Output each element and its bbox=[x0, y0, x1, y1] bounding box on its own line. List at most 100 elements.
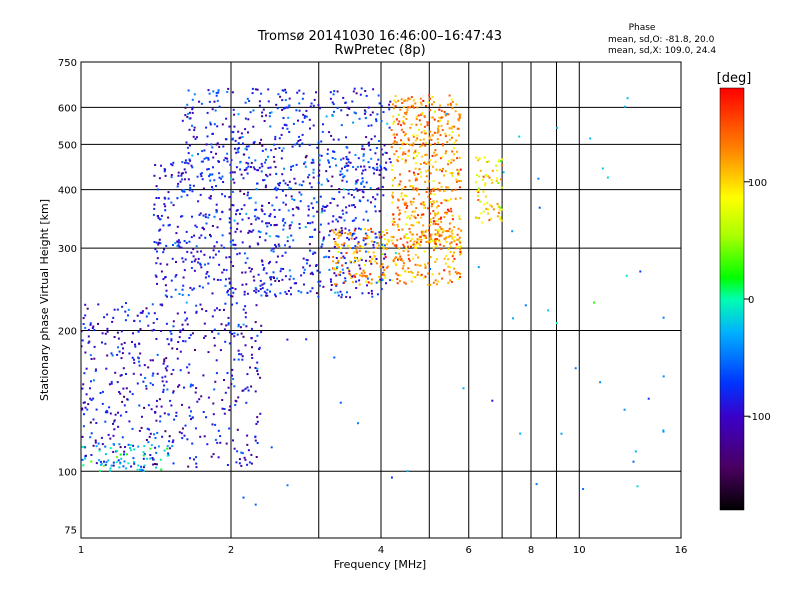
data-point bbox=[486, 161, 489, 163]
data-point bbox=[206, 135, 209, 138]
data-point bbox=[136, 314, 139, 317]
data-point bbox=[362, 237, 365, 239]
data-point bbox=[253, 140, 256, 143]
data-point bbox=[404, 99, 407, 102]
data-point bbox=[421, 213, 424, 216]
data-point bbox=[447, 248, 450, 251]
data-point bbox=[143, 445, 146, 448]
data-point bbox=[339, 290, 342, 293]
data-point bbox=[186, 366, 189, 369]
data-point bbox=[459, 251, 462, 253]
data-point bbox=[265, 294, 267, 297]
data-point bbox=[231, 91, 234, 94]
data-point bbox=[453, 125, 456, 128]
data-point bbox=[123, 395, 126, 398]
y-tick-label: 300 bbox=[58, 244, 77, 255]
data-point bbox=[383, 244, 386, 247]
data-point bbox=[176, 240, 179, 243]
data-point bbox=[214, 423, 217, 426]
data-point bbox=[191, 106, 194, 109]
data-point bbox=[284, 203, 287, 206]
data-point bbox=[281, 189, 284, 192]
data-point bbox=[511, 230, 514, 233]
data-point bbox=[353, 232, 356, 235]
data-point bbox=[263, 290, 266, 293]
data-point bbox=[381, 273, 384, 276]
data-point bbox=[106, 411, 109, 414]
data-point bbox=[223, 308, 225, 311]
data-point bbox=[393, 141, 396, 144]
data-point bbox=[439, 157, 442, 160]
data-point bbox=[337, 273, 340, 276]
data-point bbox=[301, 142, 304, 145]
data-point bbox=[398, 247, 401, 250]
data-point bbox=[274, 279, 277, 282]
data-point bbox=[433, 201, 435, 204]
data-point bbox=[389, 161, 392, 164]
data-point bbox=[203, 149, 206, 152]
data-point bbox=[228, 221, 231, 224]
data-point bbox=[181, 257, 184, 260]
data-point bbox=[337, 261, 340, 264]
data-point bbox=[193, 260, 196, 263]
data-point bbox=[458, 217, 461, 220]
data-point bbox=[287, 104, 290, 107]
data-point bbox=[156, 353, 159, 356]
data-point bbox=[422, 230, 425, 233]
data-point bbox=[233, 385, 236, 388]
data-point bbox=[197, 257, 200, 260]
data-point bbox=[208, 92, 211, 95]
data-point bbox=[354, 260, 356, 263]
data-point bbox=[191, 288, 194, 291]
data-point bbox=[448, 227, 451, 230]
data-point bbox=[417, 221, 420, 224]
data-point bbox=[457, 119, 460, 122]
data-point bbox=[311, 221, 314, 224]
data-point bbox=[246, 373, 249, 376]
data-point bbox=[228, 232, 231, 235]
data-point bbox=[90, 460, 93, 463]
data-point bbox=[389, 100, 392, 103]
data-point bbox=[102, 464, 105, 467]
data-point bbox=[320, 183, 323, 186]
data-point bbox=[113, 336, 116, 338]
x-tick-label: 16 bbox=[675, 545, 688, 556]
data-point bbox=[236, 228, 239, 231]
data-point bbox=[429, 198, 432, 200]
data-point bbox=[206, 443, 209, 446]
data-point bbox=[244, 458, 247, 461]
data-point bbox=[232, 439, 234, 442]
data-point bbox=[123, 341, 126, 344]
data-point bbox=[599, 381, 602, 384]
data-point bbox=[194, 349, 196, 351]
data-point bbox=[240, 132, 243, 135]
data-point bbox=[241, 283, 244, 286]
data-point bbox=[331, 220, 334, 223]
data-point bbox=[291, 145, 294, 148]
data-point bbox=[362, 159, 365, 162]
data-point bbox=[273, 188, 276, 190]
data-point bbox=[312, 171, 315, 174]
data-point bbox=[457, 172, 460, 175]
data-point bbox=[177, 239, 180, 242]
data-point bbox=[497, 182, 500, 184]
data-point bbox=[409, 126, 412, 129]
data-point bbox=[228, 409, 231, 412]
data-point bbox=[90, 398, 93, 401]
data-point bbox=[456, 233, 459, 236]
data-point bbox=[189, 286, 192, 289]
data-point bbox=[350, 276, 353, 279]
data-point bbox=[257, 273, 260, 276]
data-point bbox=[439, 226, 442, 229]
data-point bbox=[165, 289, 168, 292]
data-point bbox=[82, 317, 85, 320]
data-point bbox=[122, 367, 125, 370]
data-point bbox=[195, 387, 198, 390]
data-point bbox=[295, 206, 298, 209]
data-point bbox=[364, 243, 367, 246]
data-point bbox=[189, 187, 192, 189]
data-point bbox=[83, 401, 86, 404]
data-point bbox=[307, 222, 309, 225]
data-point bbox=[348, 107, 351, 110]
data-point bbox=[302, 180, 305, 183]
